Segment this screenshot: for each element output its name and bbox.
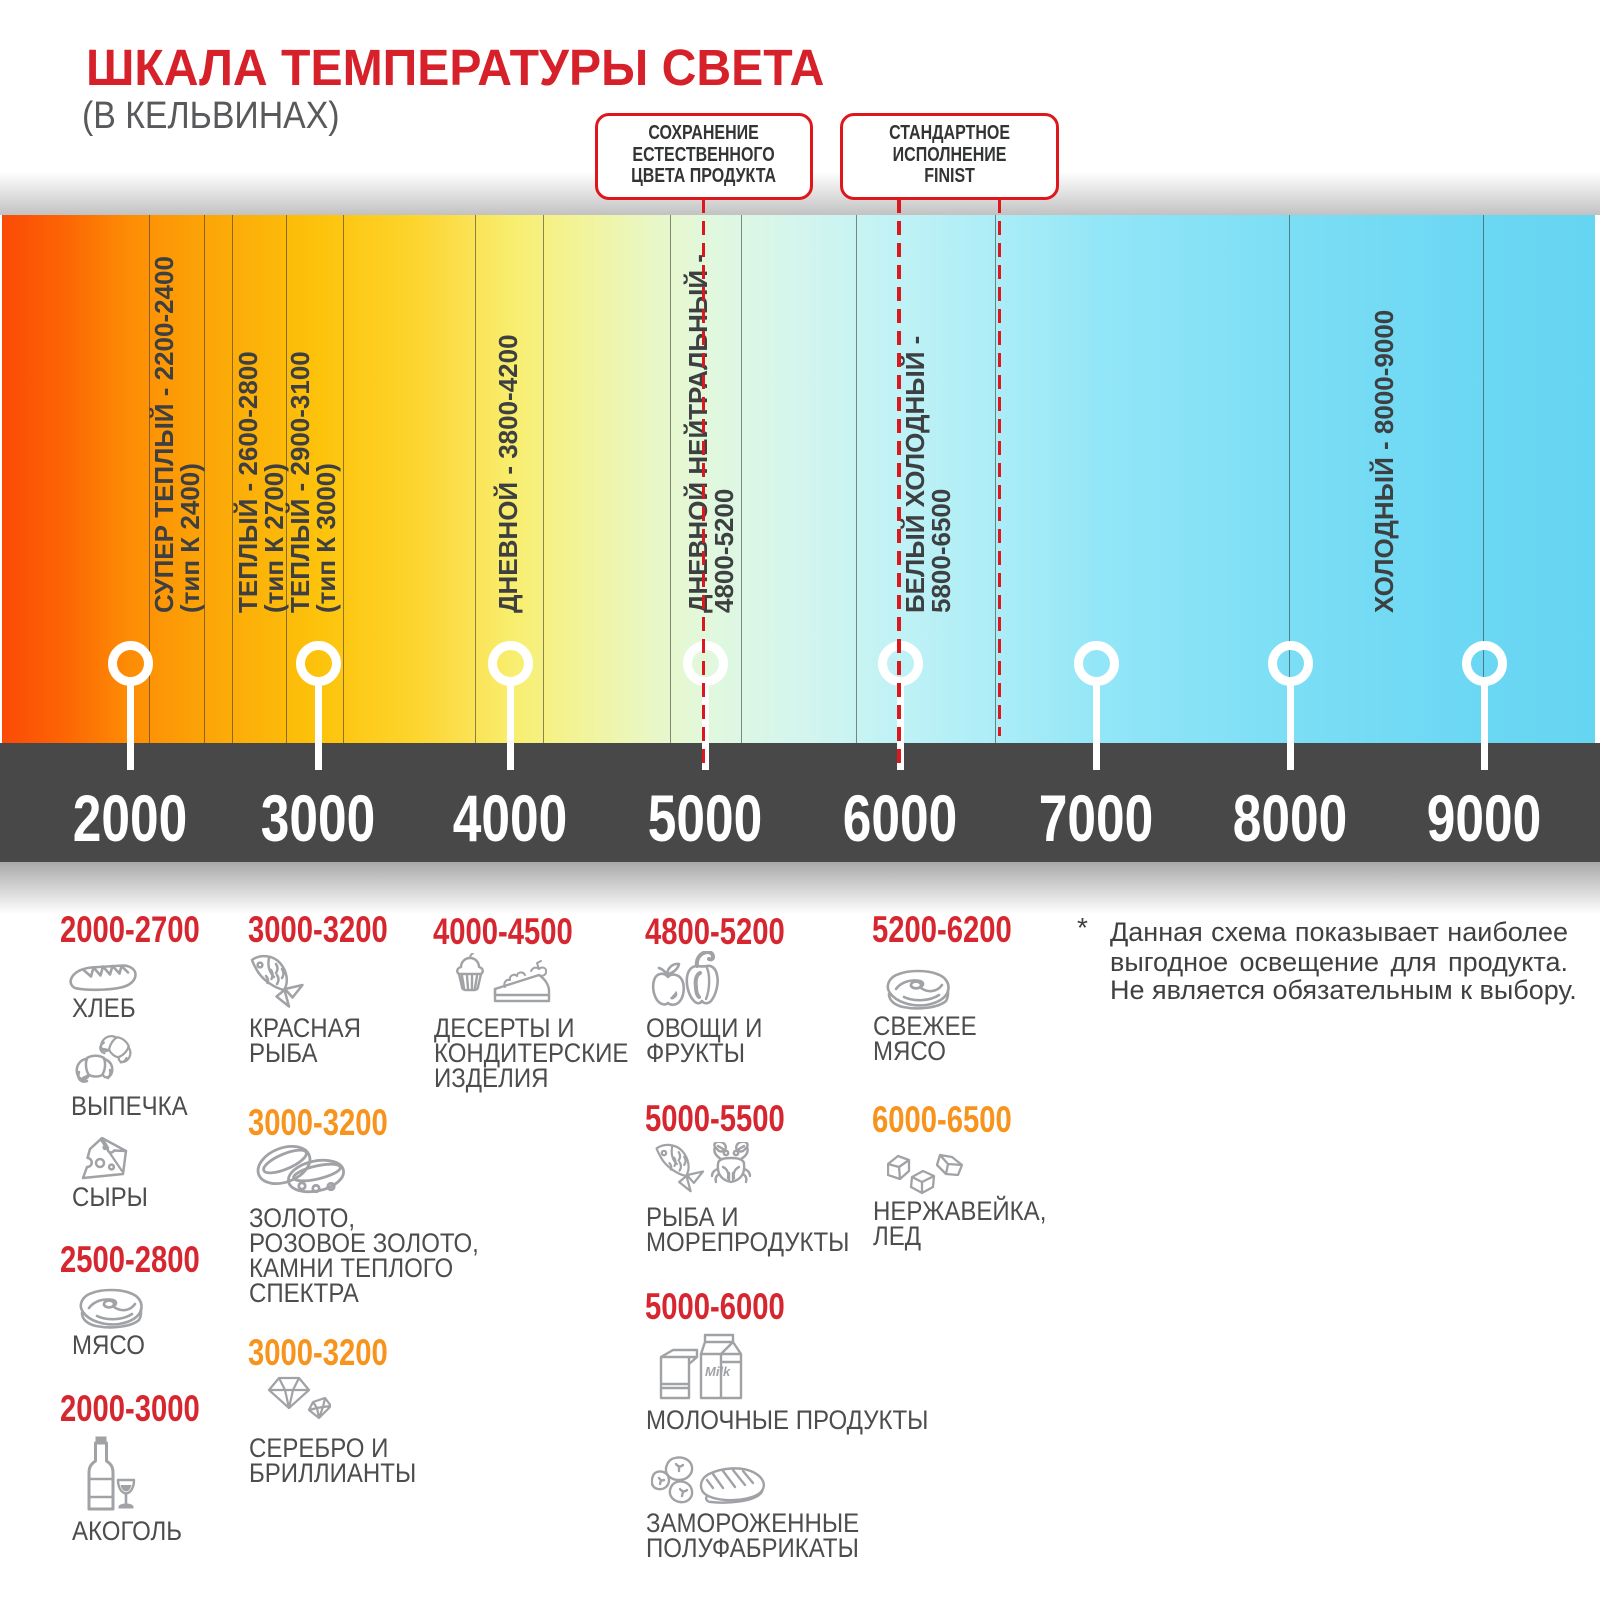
- svg-text:Milk: Milk: [705, 1364, 731, 1379]
